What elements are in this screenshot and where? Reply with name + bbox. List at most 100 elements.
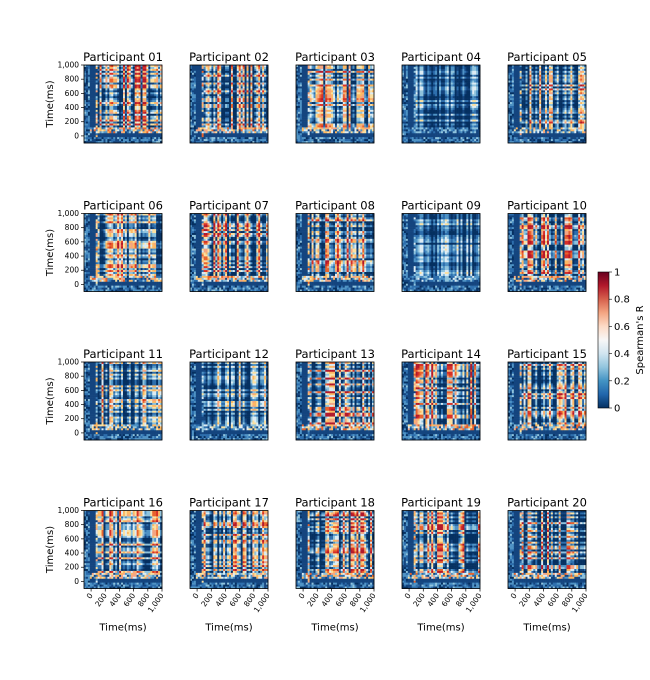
heatmap-cell	[206, 83, 208, 85]
heatmap-cell	[368, 85, 370, 87]
heatmap-cell	[200, 77, 202, 79]
heatmap-cell	[366, 127, 368, 129]
heatmap-cell	[325, 118, 327, 120]
heatmap-cell	[362, 124, 364, 126]
heatmap-cell	[223, 129, 225, 131]
heatmap-cell	[243, 73, 245, 75]
heatmap-cell	[131, 133, 133, 135]
heatmap-cell	[217, 67, 219, 69]
heatmap-cell	[96, 106, 98, 108]
heatmap-cell	[223, 96, 225, 98]
heatmap-cell	[144, 69, 146, 71]
heatmap-cell	[127, 98, 129, 100]
heatmap-cell	[137, 71, 139, 73]
heatmap-cell	[125, 96, 127, 98]
heatmap-cell	[323, 131, 325, 133]
heatmap-cell	[125, 90, 127, 92]
heatmap-cell	[323, 69, 325, 71]
heatmap-cell	[306, 73, 308, 75]
heatmap-cell	[200, 73, 202, 75]
heatmap-cell	[321, 96, 323, 98]
heatmap-cell	[360, 135, 362, 137]
heatmap-cell	[360, 127, 362, 129]
heatmap-cell	[247, 71, 249, 73]
heatmap-cell	[158, 112, 160, 114]
heatmap-cell	[113, 122, 115, 124]
heatmap-cell	[333, 81, 335, 83]
heatmap-cell	[141, 102, 143, 104]
heatmap-cell	[225, 108, 227, 110]
heatmap-cell	[215, 75, 217, 77]
heatmap-cell	[137, 67, 139, 69]
heatmap-cell	[298, 81, 300, 83]
heatmap-cell	[227, 106, 229, 108]
heatmap-cell	[211, 124, 213, 126]
heatmap-cell	[364, 86, 366, 88]
heatmap-cell	[323, 122, 325, 124]
heatmap-cell	[264, 124, 266, 126]
heatmap-cell	[211, 116, 213, 118]
heatmap-cell	[156, 124, 158, 126]
heatmap-cell	[264, 85, 266, 87]
heatmap-cell	[225, 98, 227, 100]
heatmap-cell	[158, 135, 160, 137]
heatmap-cell	[256, 69, 258, 71]
heatmap-cell	[306, 85, 308, 87]
heatmap-cell	[308, 133, 310, 135]
heatmap-cell	[231, 94, 233, 96]
heatmap-cell	[227, 135, 229, 137]
heatmap-cell	[123, 124, 125, 126]
heatmap-cell	[211, 83, 213, 85]
heatmap-cell	[343, 67, 345, 69]
heatmap-cell	[141, 86, 143, 88]
heatmap-cell	[196, 127, 198, 129]
heatmap-cell	[204, 112, 206, 114]
heatmap-cell	[345, 102, 347, 104]
heatmap-cell	[366, 83, 368, 85]
heatmap-cell	[213, 137, 215, 139]
heatmap-cell	[105, 122, 107, 124]
heatmap-cell	[347, 67, 349, 69]
heatmap-cell	[104, 81, 106, 83]
heatmap-cell	[406, 118, 408, 120]
heatmap-cell	[143, 108, 145, 110]
heatmap-cell	[225, 110, 227, 112]
heatmap-cell	[215, 137, 217, 139]
heatmap-cell	[339, 90, 341, 92]
heatmap-cell	[235, 73, 237, 75]
heatmap-cell	[125, 137, 127, 139]
heatmap-cell	[219, 86, 221, 88]
heatmap-cell	[154, 102, 156, 104]
heatmap-cell	[368, 88, 370, 90]
heatmap-cell	[370, 94, 372, 96]
heatmap-cell	[141, 98, 143, 100]
heatmap-cell	[355, 135, 357, 137]
heatmap-cell	[319, 120, 321, 122]
heatmap-cell	[264, 125, 266, 127]
heatmap-cell	[254, 90, 256, 92]
heatmap-cell	[356, 129, 358, 131]
heatmap-cell	[144, 120, 146, 122]
heatmap-cell	[208, 73, 210, 75]
heatmap-cell	[202, 79, 204, 81]
heatmap-cell	[316, 100, 318, 102]
heatmap-cell	[239, 112, 241, 114]
heatmap-cell	[247, 124, 249, 126]
heatmap-cell	[319, 83, 321, 85]
heatmap-cell	[235, 106, 237, 108]
heatmap-cell	[300, 110, 302, 112]
heatmap-cell	[86, 116, 88, 118]
heatmap-cell	[254, 98, 256, 100]
heatmap-cell	[345, 110, 347, 112]
heatmap-cell	[131, 73, 133, 75]
heatmap-cell	[256, 81, 258, 83]
heatmap-cell	[366, 75, 368, 77]
heatmap-cell	[370, 116, 372, 118]
heatmap-cell	[211, 125, 213, 127]
heatmap-cell	[254, 86, 256, 88]
heatmap-cell	[119, 118, 121, 120]
heatmap-cell	[323, 77, 325, 79]
heatmap-cell	[141, 106, 143, 108]
heatmap-cell	[204, 73, 206, 75]
heatmap-cell	[333, 96, 335, 98]
